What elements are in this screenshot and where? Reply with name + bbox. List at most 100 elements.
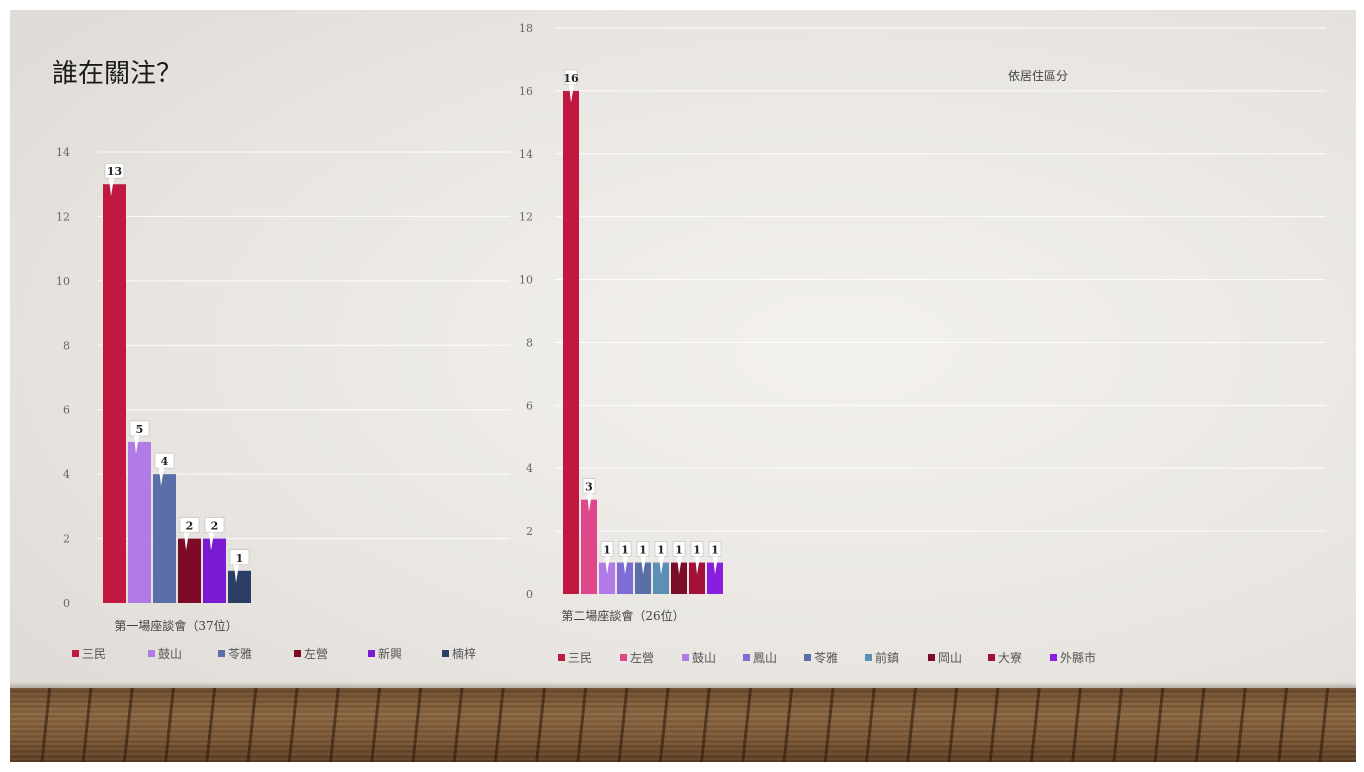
legend-label: 鼓山 [692,651,716,665]
bar-三民 [563,90,579,594]
legend-label: 外縣市 [1060,650,1096,665]
data-label: 1 [603,544,611,557]
data-label-pointer [134,435,139,454]
legend-label: 三民 [568,651,592,665]
legend-swatch [620,654,627,661]
data-label: 4 [161,455,169,468]
data-label-box [154,452,175,469]
data-label-pointer [109,178,114,197]
legend-label: 三民 [82,647,106,661]
data-label: 3 [585,481,593,494]
legend-swatch [1050,654,1057,661]
legend-swatch [148,650,155,657]
data-label: 1 [711,544,719,557]
y-tick-label: 14 [56,146,70,159]
bar-鼓山 [599,562,615,594]
legend-swatch [442,650,449,657]
data-label-pointer [569,84,574,103]
data-label-pointer [677,556,682,575]
y-tick-label: 0 [63,597,70,610]
legend-label: 大寮 [998,650,1022,665]
x-category-label: 第一場座談會（37位） [114,618,237,633]
wood-floor [10,688,1356,762]
chart-subtitle: 依居住區分 [1008,68,1068,83]
data-label-pointer [659,556,664,575]
data-label-box [204,517,225,533]
y-tick-label: 8 [526,336,533,349]
legend-label: 楠梓 [452,646,476,661]
y-tick-label: 18 [519,22,533,35]
data-label: 5 [136,423,144,436]
data-label-pointer [159,468,164,487]
bar-前鎮 [653,562,669,594]
data-label: 1 [639,544,647,557]
y-tick-label: 8 [63,339,70,352]
legend-swatch [743,654,750,661]
y-tick-label: 14 [519,148,533,161]
legend-swatch [72,650,79,657]
data-label-box [179,517,200,533]
data-label-pointer [695,556,700,575]
data-label: 2 [186,520,194,533]
data-label-pointer [623,556,628,575]
bar-外縣市 [707,562,723,594]
legend-label: 鼓山 [158,647,182,661]
data-label-pointer [605,556,610,575]
legend-label: 鳳山 [753,651,777,665]
data-label-pointer [209,532,214,551]
bar-岡山 [671,562,687,594]
data-label-box [229,549,250,566]
legend-label: 前鎮 [875,650,899,665]
bar-苓雅 [153,474,176,603]
y-tick-label: 2 [526,525,533,538]
bar-苓雅 [635,562,651,594]
legend-label: 苓雅 [228,646,252,661]
y-tick-label: 12 [56,210,70,223]
y-tick-label: 12 [519,211,533,224]
legend-swatch [558,654,565,661]
y-tick-label: 4 [63,468,70,481]
legend-label: 岡山 [938,651,962,665]
bar-楠梓 [228,570,251,603]
y-tick-label: 6 [63,404,70,417]
data-label: 16 [563,72,579,85]
data-label: 1 [657,544,665,557]
legend-swatch [682,654,689,661]
data-label: 1 [693,544,701,557]
bar-大寮 [689,562,705,594]
legend-swatch [218,650,225,657]
legend-swatch [865,654,872,661]
data-label: 1 [236,552,244,565]
legend-swatch [988,654,995,661]
y-tick-label: 6 [526,399,533,412]
legend-swatch [294,650,301,657]
y-tick-label: 4 [526,462,533,475]
bar-新興 [203,538,226,603]
legend-swatch [368,650,375,657]
data-label: 2 [211,520,219,533]
floor-shadow [10,682,1356,690]
legend-label: 左營 [304,646,328,661]
slide-title: 誰在關注？ [52,59,182,89]
data-label-box [104,162,125,179]
y-tick-label: 10 [56,275,70,288]
y-tick-label: 10 [519,274,533,287]
legend-label: 左營 [630,650,654,665]
data-label-pointer [587,493,592,512]
data-label: 1 [675,544,683,557]
x-category-label: 第二場座談會（26位） [561,608,684,623]
legend-swatch [804,654,811,661]
legend-label: 苓雅 [814,650,838,665]
bar-三民 [103,184,126,603]
data-label: 1 [621,544,629,557]
data-label-box [129,420,150,437]
data-label-pointer [641,556,646,575]
legend-label: 新興 [378,646,402,661]
slide: 誰在關注？ 依居住區分 0 2 4 6 8 10 12 14 13 5 4 2 2 1 第一場座談會（37位… [10,10,1356,762]
data-label-pointer [234,564,239,583]
y-tick-label: 0 [526,588,533,601]
y-tick-label: 2 [63,533,70,546]
y-tick-label: 16 [519,85,533,98]
bar-左營 [581,499,597,594]
